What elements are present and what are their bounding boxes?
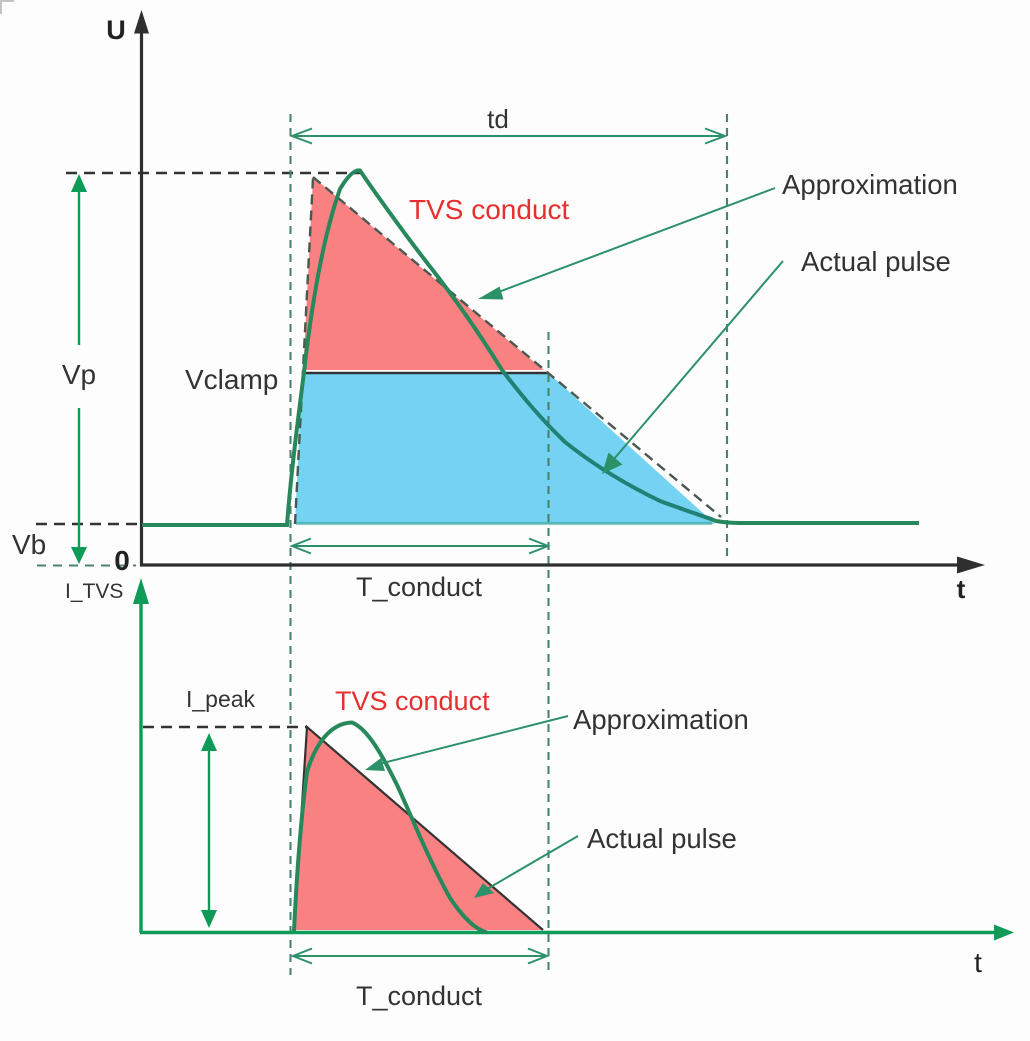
svg-text:T_conduct: T_conduct bbox=[356, 572, 483, 602]
svg-text:Vb: Vb bbox=[12, 529, 46, 560]
svg-text:Actual pulse: Actual pulse bbox=[801, 246, 951, 277]
svg-text:Approximation: Approximation bbox=[573, 704, 749, 735]
svg-text:t: t bbox=[957, 574, 966, 604]
svg-text:T_conduct: T_conduct bbox=[356, 981, 483, 1011]
svg-text:I_peak: I_peak bbox=[186, 686, 256, 712]
svg-text:I_TVS: I_TVS bbox=[65, 580, 123, 603]
svg-text:Approximation: Approximation bbox=[782, 169, 958, 200]
svg-text:U: U bbox=[106, 15, 126, 45]
svg-text:0: 0 bbox=[114, 545, 130, 576]
svg-text:TVS conduct: TVS conduct bbox=[409, 194, 570, 225]
svg-text:TVS conduct: TVS conduct bbox=[335, 686, 490, 716]
svg-text:Vp: Vp bbox=[62, 359, 96, 390]
svg-text:Actual pulse: Actual pulse bbox=[587, 823, 737, 854]
svg-text:Vclamp: Vclamp bbox=[185, 364, 278, 395]
svg-text:t: t bbox=[974, 947, 982, 978]
svg-text:td: td bbox=[487, 104, 509, 134]
